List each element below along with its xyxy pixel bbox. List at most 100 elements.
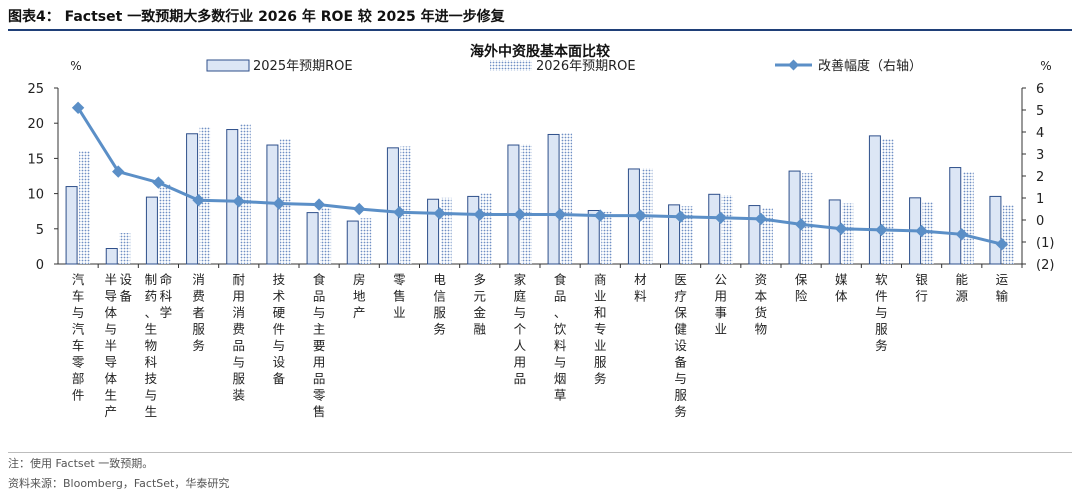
bar-2025 — [788, 170, 801, 265]
bar-2026 — [79, 150, 91, 264]
bar-2026 — [400, 146, 412, 264]
bar-2025 — [467, 195, 480, 265]
bar-2026 — [119, 233, 131, 264]
category-label-13: 食品、饮料与烟草 — [554, 272, 567, 403]
category-label-23: 能源 — [955, 272, 968, 304]
category-label-6: 技术硬件与设备 — [273, 272, 286, 386]
footnote: 注：使用 Factset 一致预期。 — [8, 457, 154, 470]
improvement-point — [393, 206, 406, 219]
category-label-11: 多元金融 — [473, 272, 486, 337]
bar-2026 — [761, 207, 773, 264]
improvement-point — [674, 210, 687, 223]
title-underline — [8, 29, 1072, 31]
improvement-point — [473, 208, 486, 221]
left-tick-label: 15 — [27, 152, 44, 167]
category-label-14: 商业和专业服务 — [594, 272, 607, 386]
category-label-10: 电信服务 — [433, 272, 446, 337]
bar-2025 — [105, 248, 118, 265]
bar-2026 — [440, 197, 452, 264]
chart-title: 海外中资股基本面比较 — [470, 43, 610, 60]
figure-title: 图表4： Factset 一致预期大多数行业 2026 年 ROE 较 2025… — [8, 9, 505, 25]
category-label-4: 消费者服务 — [192, 272, 205, 353]
category-label-16: 医疗保健设备与服务 — [674, 272, 687, 419]
improvement-point — [955, 228, 968, 241]
right-axis-unit: % — [1040, 59, 1051, 73]
bar-2026 — [802, 173, 814, 264]
category-label-9: 零售业 — [393, 272, 406, 320]
improvement-line — [76, 107, 1003, 246]
bar-2026 — [320, 207, 332, 264]
bar-2025 — [547, 133, 560, 265]
bar-2026 — [360, 218, 372, 264]
bar-2026 — [842, 203, 854, 264]
improvement-point — [553, 208, 567, 221]
improvement-point — [714, 211, 727, 225]
bar-2025 — [145, 196, 158, 265]
bars-layer — [65, 123, 1014, 265]
right-tick-label: 0 — [1036, 214, 1044, 229]
improvement-point — [232, 195, 245, 208]
legend-swatch-2025 — [206, 59, 250, 72]
category-label-2: 半导体与半导体生产设备 — [104, 272, 132, 419]
bar-2025 — [587, 209, 600, 265]
right-tick-label: 6 — [1036, 82, 1044, 97]
category-label-3: 制药、生物科技与生命科学 — [145, 272, 173, 419]
bar-2025 — [65, 186, 78, 265]
category-label-21: 软件与服务 — [875, 272, 888, 353]
bar-2025 — [346, 220, 359, 265]
improvement-point — [995, 237, 1009, 251]
bar-2025 — [949, 167, 962, 265]
line-layer — [71, 101, 1009, 251]
improvement-point — [71, 101, 85, 115]
bar-2025 — [427, 198, 440, 265]
bar-2026 — [279, 139, 291, 264]
bar-2026 — [882, 138, 894, 264]
legend-label-line: 改善幅度（右轴） — [818, 58, 922, 74]
bar-2026 — [159, 184, 171, 264]
improvement-point — [915, 224, 928, 238]
improvement-point — [152, 176, 165, 189]
category-label-20: 媒体 — [835, 272, 848, 304]
bar-2026 — [1002, 204, 1014, 264]
category-label-15: 材料 — [634, 272, 647, 304]
right-tick-label: 4 — [1036, 126, 1044, 141]
legend-label-2025: 2025年预期ROE — [253, 59, 353, 74]
category-label-24: 运输 — [996, 272, 1009, 304]
improvement-point — [754, 212, 768, 226]
improvement-point — [875, 223, 888, 237]
bar-2025 — [386, 147, 399, 265]
bar-2026 — [520, 144, 532, 264]
improvement-point — [272, 197, 286, 210]
category-label-19: 保险 — [795, 272, 808, 304]
category-label-17: 公用事业 — [714, 272, 727, 337]
improvement-point — [312, 198, 326, 211]
improvement-point — [513, 208, 527, 221]
category-label-1: 汽车与汽车零部件 — [72, 272, 85, 403]
legend-label-2026: 2026年预期ROE — [536, 59, 636, 74]
improvement-point — [353, 202, 366, 216]
bar-2025 — [748, 205, 761, 265]
right-tick-label: (2) — [1036, 258, 1054, 273]
bar-2025 — [226, 129, 239, 265]
bar-2026 — [561, 133, 573, 264]
bar-2026 — [962, 171, 974, 264]
improvement-point — [594, 209, 607, 222]
bar-2025 — [989, 195, 1002, 265]
left-tick-label: 10 — [27, 188, 44, 203]
bar-2025 — [306, 212, 319, 265]
bar-2026 — [681, 206, 693, 264]
category-label-12: 家庭与个人用品 — [514, 272, 527, 386]
improvement-point — [433, 207, 446, 220]
fundamentals-chart: 海外中资股基本面比较 0 5 10 15 20 25% (2) (1) 0 1 2 3 4 5 6% 汽车与汽… — [27, 43, 1054, 419]
axes-layer: 海外中资股基本面比较 0 5 10 15 20 25% (2) (1) 0 1 2 3 4 5 6% — [27, 43, 1054, 273]
improvement-point — [835, 222, 848, 236]
left-tick-label: 5 — [36, 223, 44, 238]
right-tick-label: 1 — [1036, 192, 1044, 207]
right-tick-label: 3 — [1036, 148, 1044, 163]
right-tick-label: (1) — [1036, 236, 1054, 251]
improvement-point — [192, 193, 205, 207]
bar-2026 — [199, 127, 211, 264]
improvement-point — [634, 209, 647, 222]
legend-swatch-marker — [788, 59, 799, 71]
